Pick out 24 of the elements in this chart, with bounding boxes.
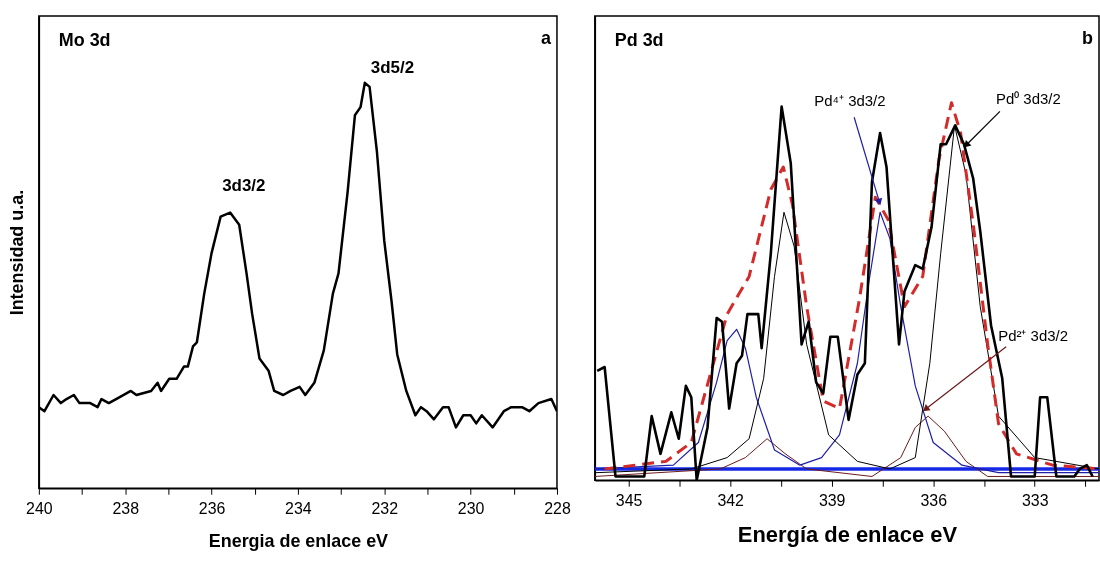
x-tick-label: 230	[457, 499, 485, 517]
x-tick-label: 336	[920, 491, 948, 509]
text: b	[1082, 27, 1094, 48]
x-tick-label: 339	[818, 491, 846, 509]
x-tick-label: 240	[26, 499, 53, 517]
annotation: 3d5/2	[370, 57, 415, 77]
annotation: Pd²⁺ 3d3/2	[998, 326, 1068, 344]
chart-title: Mo 3d	[58, 29, 111, 50]
x-tick-label: 342	[717, 491, 745, 509]
chart-title: Pd 3d	[614, 29, 664, 50]
x-axis-title: Energia de enlace eV	[208, 530, 389, 551]
x-tick-label: 236	[198, 499, 226, 517]
x-tick-label: 234	[285, 499, 312, 517]
x-axis-title: Energía de enlace eV	[737, 521, 958, 547]
x-tick-label: 228	[544, 499, 571, 517]
annotation: Pd⁴⁺ 3d3/2	[814, 92, 886, 110]
annotation: Pd⁰ 3d3/2	[995, 90, 1061, 108]
x-tick-label: 345	[615, 491, 643, 509]
annotation: 3d3/2	[222, 175, 266, 195]
x-tick-label: 333	[1021, 491, 1049, 509]
text: a	[541, 27, 553, 48]
x-tick-label: 238	[112, 499, 140, 517]
x-tick-label: 232	[371, 499, 399, 517]
y-axis-title: Intensidad u.a.	[7, 189, 28, 316]
